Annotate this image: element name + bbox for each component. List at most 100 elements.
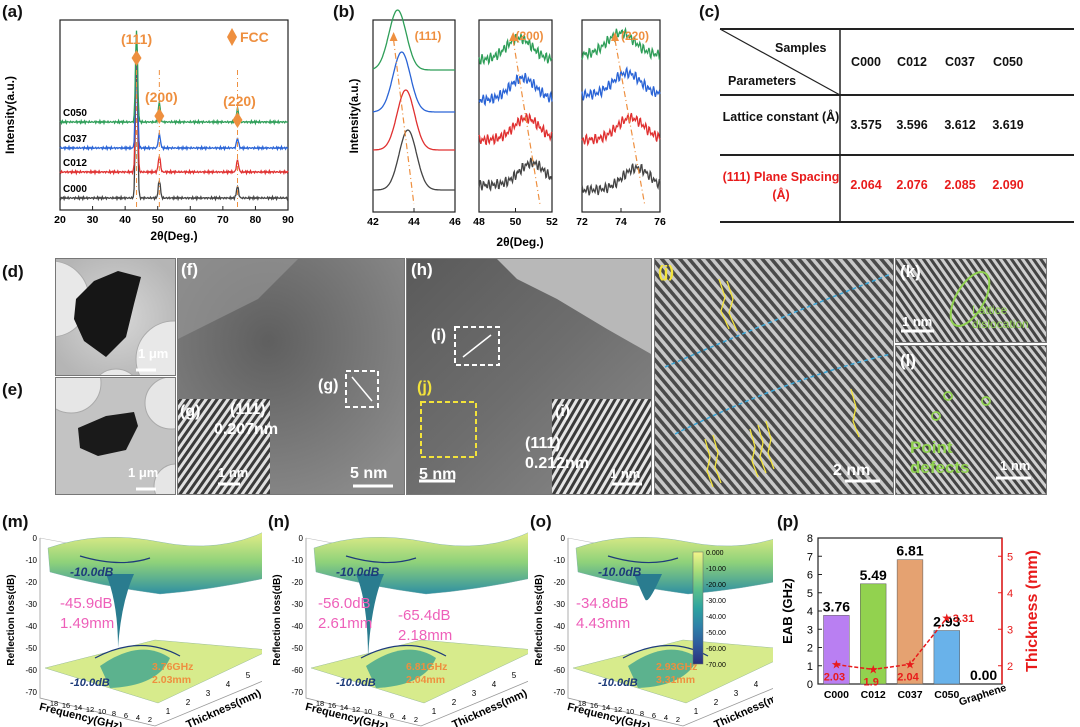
y-tick-label-p: 8 (807, 533, 813, 545)
category-label-p: C037 (897, 689, 922, 701)
tem-h-plane: (111) (525, 435, 561, 452)
x-tick-label-a: 80 (250, 214, 262, 226)
z-tick-label: -70 (291, 688, 303, 697)
z-tick-label: -40 (291, 622, 303, 631)
y-tick-label: 2 (186, 698, 191, 707)
x-tick-label: 18 (578, 699, 586, 708)
bar-value-label: 3.76 (823, 598, 850, 614)
y-tick-label-p: 0 (807, 679, 813, 691)
z-tick-label: -30 (553, 600, 565, 609)
y-tick-label: 3 (472, 689, 477, 698)
series-line-b (372, 89, 455, 151)
tem-k-graphic (896, 259, 1046, 342)
table-c-column-header: C037 (945, 55, 975, 69)
category-label-p: C012 (861, 689, 886, 701)
panel-label-e: (e) (2, 380, 23, 399)
z-tick-label: -10 (553, 556, 565, 565)
contour-line (79, 555, 151, 564)
x-tick-label: 4 (136, 713, 140, 722)
series-line-b (372, 9, 455, 71)
fcc-marker-icon (232, 112, 243, 128)
z-tick-label: -40 (25, 622, 37, 631)
category-label-p: C000 (824, 689, 849, 701)
x-tick-label: 16 (328, 701, 336, 710)
x-tick-label: 2 (414, 715, 418, 724)
z-tick-label: -60 (291, 666, 303, 675)
eab-thickness-label: 2.03mm (152, 674, 191, 686)
table-c-cell: 3.575 (850, 118, 882, 132)
series-line-C050 (59, 30, 289, 126)
x-tick-label-b: 44 (408, 216, 420, 228)
y-tick-label: 5 (512, 671, 517, 680)
z-tick-label: -50 (291, 644, 303, 653)
tem-d-graphic (56, 259, 175, 375)
contour-label-bottom: -10.0dB (336, 677, 376, 689)
tem-h-marker-i: (i) (431, 327, 447, 344)
panel-label-a: (a) (2, 2, 23, 21)
peak-label-b: (220) (621, 29, 649, 43)
tem-image-e: 1 μm (55, 377, 176, 495)
contour-line (345, 555, 417, 564)
axes-frame-3d (305, 538, 528, 727)
x-tick-label: 6 (652, 711, 656, 720)
tem-f-spacing: 0.207nm (214, 421, 279, 438)
projection-contour (366, 649, 436, 688)
x-tick-label-b: 46 (449, 216, 461, 228)
eab-freq-label: 2.93GHz (656, 661, 697, 673)
tem-f-graphic (178, 259, 404, 494)
series-line-C000 (59, 46, 289, 202)
colorbar-tick-label: -20.00 (706, 582, 726, 589)
min-thickness-label: 2.61mm (318, 615, 372, 632)
series-line-C012 (59, 35, 289, 176)
tem-e-scale: 1 μm (128, 465, 159, 480)
x-tick-label-a: 70 (217, 214, 229, 226)
y-tick-label: 3 (734, 689, 739, 698)
panel-label-j: (j) (658, 262, 675, 281)
peak-label-b: (200) (515, 29, 543, 43)
eab-thickness-label: 2.04mm (406, 674, 445, 686)
panel-label-n: (n) (268, 512, 290, 531)
x-tick-label: 4 (664, 713, 668, 722)
colorbar-tick-label: -70.00 (706, 662, 726, 669)
xrd-chart-a: 20 30 40 50 60 70 80 90 2θ(Deg.) Intensity(a.u.) C… (3, 19, 294, 243)
table-c-cell: 2.090 (992, 178, 1024, 192)
panel-label-l: (l) (900, 351, 917, 370)
table-c-frame (719, 28, 1074, 223)
shift-guide-b (393, 39, 415, 205)
rl-dip (106, 574, 134, 648)
rl-surface-n: 0 -10 -20 -30 -40 -50 -60 -70 Reflection loss(dB… (272, 532, 528, 727)
colorbar-tick-label: -60.00 (706, 646, 726, 653)
tem-h-inset-scale: 1 nm (610, 466, 641, 481)
y-axis-label-p: EAB (GHz) (780, 578, 795, 644)
contour-label-bottom: -10.0dB (598, 677, 638, 689)
colorbar-tick-label: 0.000 (706, 550, 724, 557)
table-c-cell: 2.085 (944, 178, 976, 192)
bar-value-label: 6.81 (896, 543, 923, 559)
tem-l-graphic (896, 346, 1046, 494)
z-tick-label: 0 (561, 534, 566, 543)
panel-label-h: (h) (411, 260, 433, 279)
y-axis-label: Thickness(mm) (450, 687, 528, 727)
rl-surface-m: 0 -10 -20 -30 -40 -50 -60 -70 Reflection loss(dB… (6, 532, 262, 727)
z-tick-label: 0 (33, 534, 38, 543)
y-tick-label-p: 5 (807, 588, 813, 600)
y-axis-label-a: Intensity(a.u.) (3, 76, 17, 154)
series-line-b (478, 157, 553, 192)
x-tick-label-b: 42 (367, 216, 379, 228)
y-tick-label-p: 6 (807, 570, 813, 582)
tem-k-scale: 1 nm (902, 314, 933, 329)
colorbar (692, 551, 704, 665)
z-tick-label: -20 (553, 578, 565, 587)
z-tick-label: -60 (25, 666, 37, 675)
projection-contour (628, 649, 698, 688)
min-thickness-label: 4.43mm (576, 615, 630, 632)
series-line-b (581, 112, 661, 147)
z-tick-label: -20 (291, 578, 303, 587)
z-tick-label: -20 (25, 578, 37, 587)
tem-f-scale: 5 nm (350, 465, 388, 482)
eab-bar-chart-p: 0 1 2 3 4 5 6 7 8 2 3 4 5 EAB (GHz) Thickness (mm) 3.76… (780, 533, 1041, 708)
series-label-C050: C050 (63, 108, 87, 119)
tem-l-annotation: Point defects (910, 438, 970, 477)
y-tick-label: 1 (432, 707, 437, 716)
tem-j-graphic (655, 259, 893, 494)
